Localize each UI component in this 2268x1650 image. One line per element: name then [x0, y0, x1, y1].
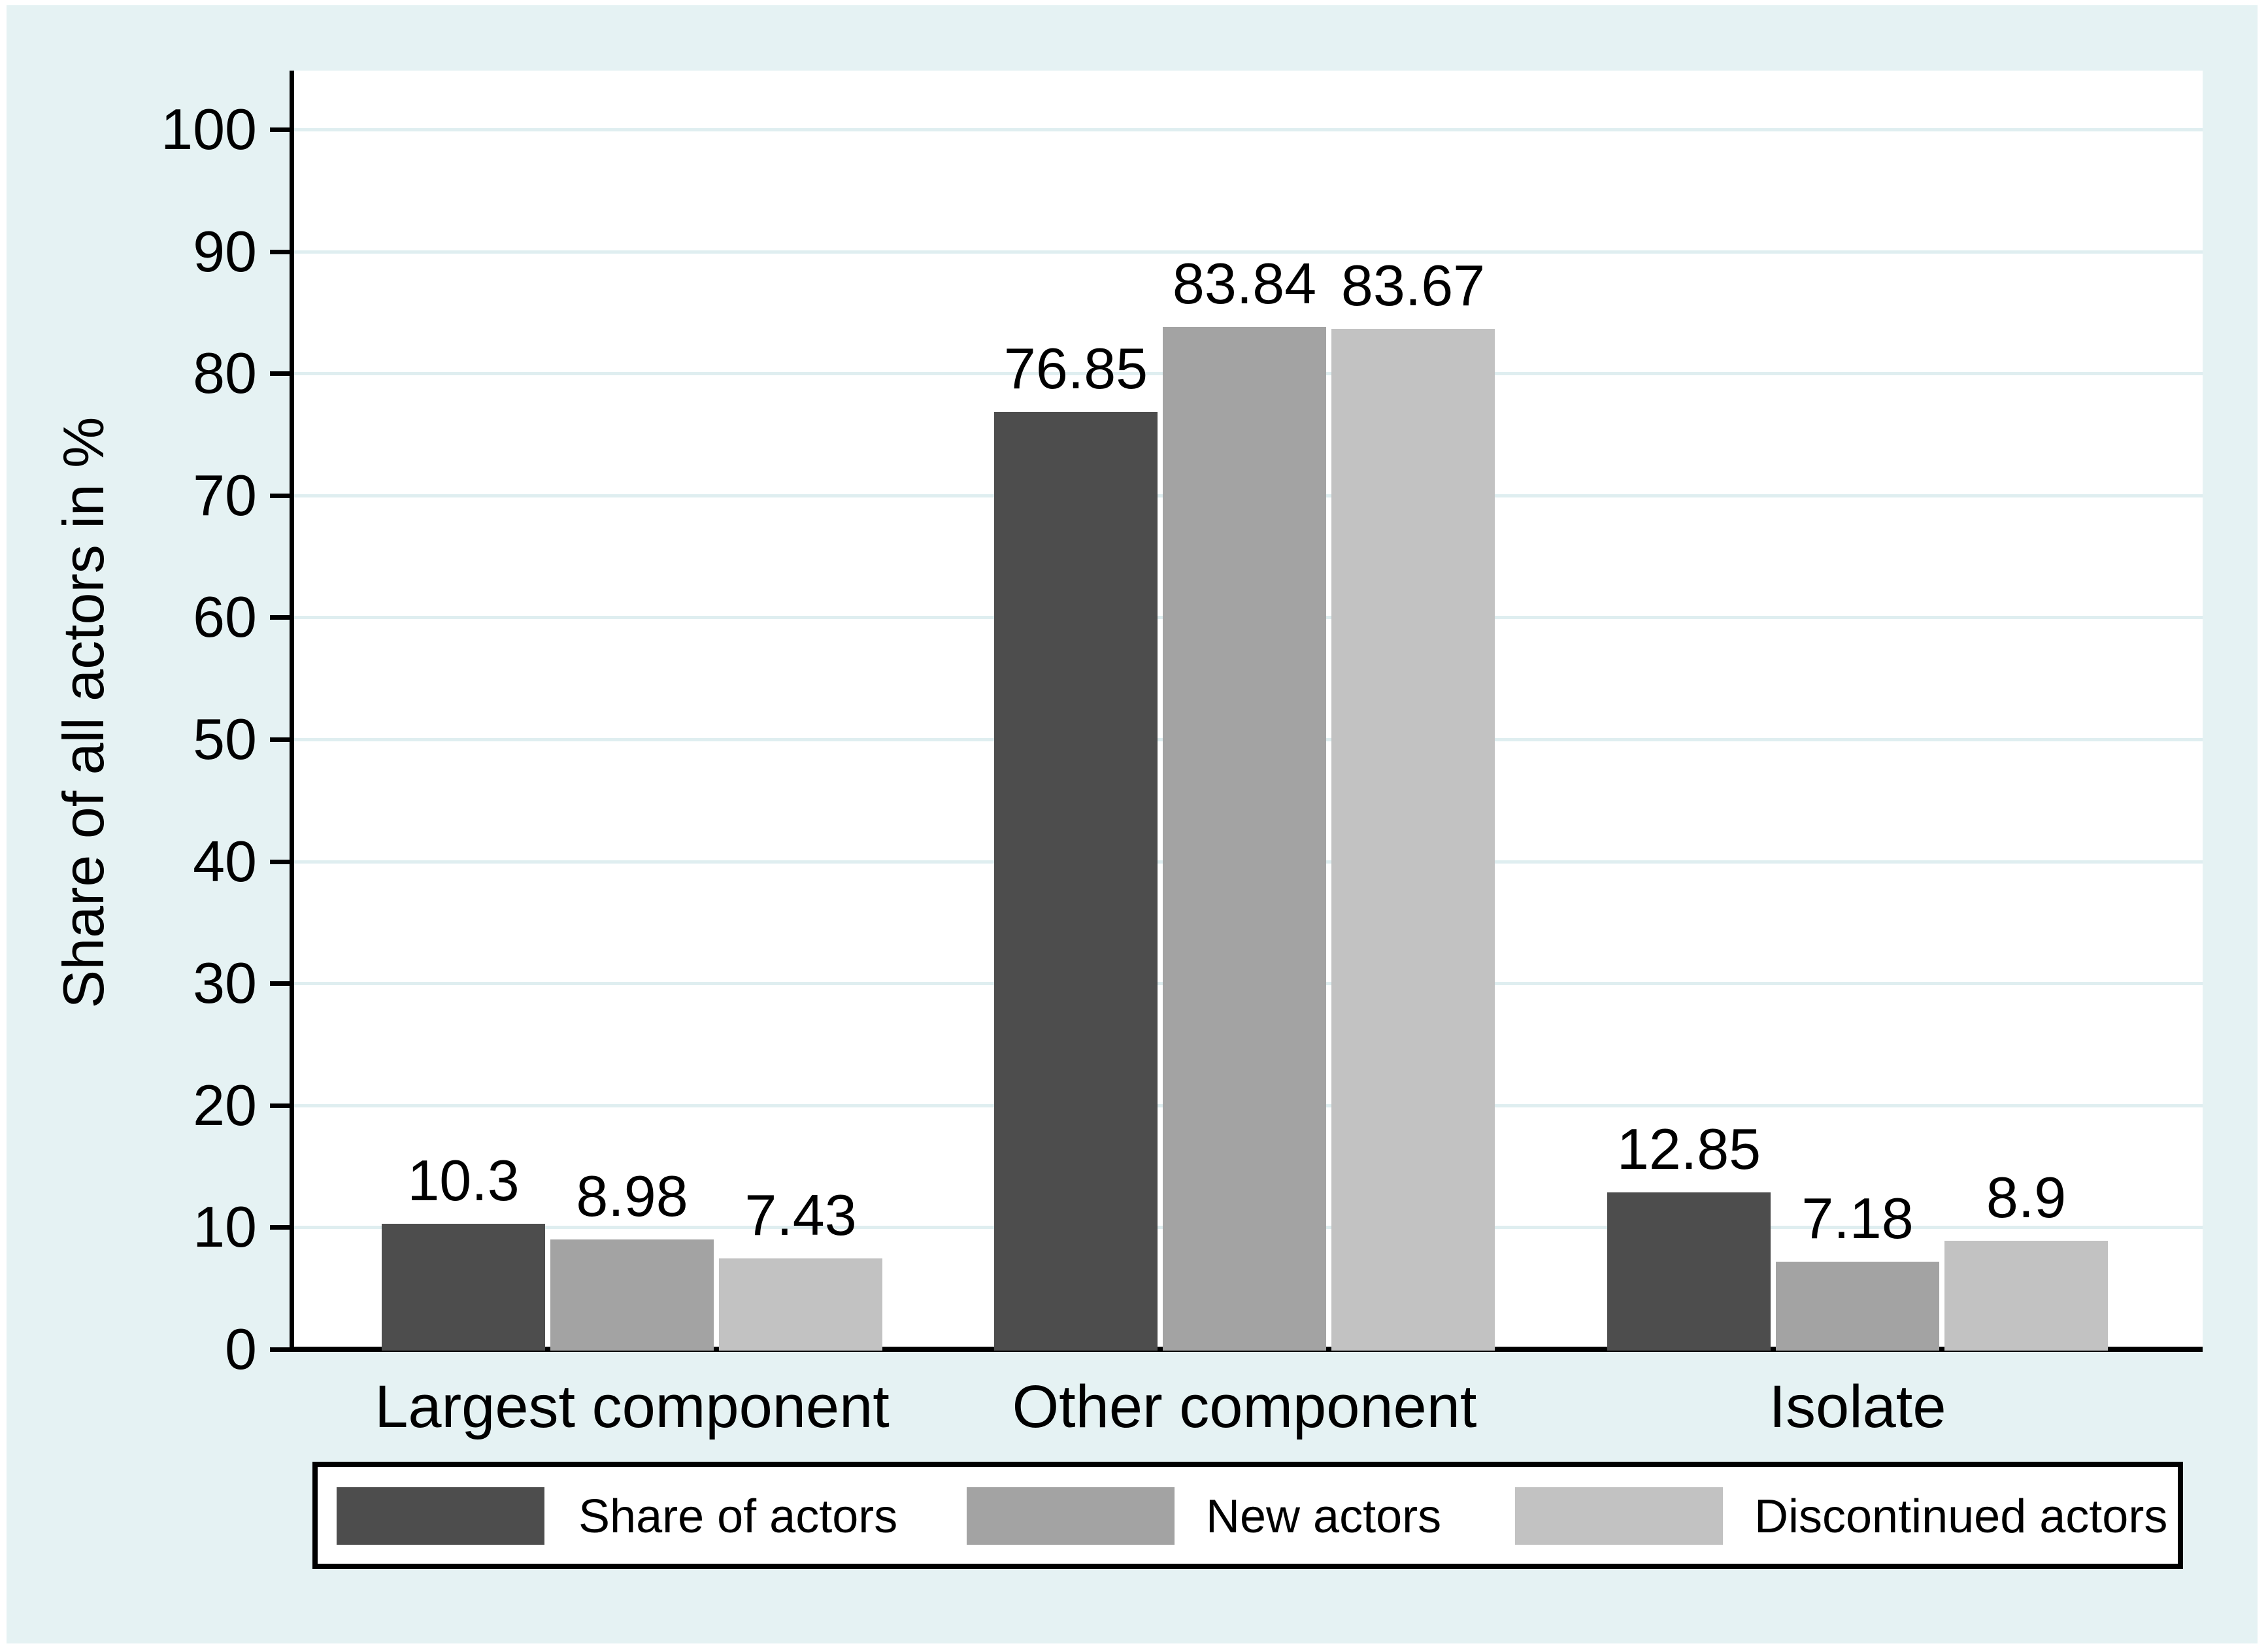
bar: [1944, 1240, 2108, 1351]
legend-label: Share of actors: [578, 1490, 898, 1543]
y-tick: [270, 981, 292, 986]
category-label: Other component: [1012, 1373, 1477, 1440]
gridline: [294, 128, 2203, 131]
bar: [382, 1223, 545, 1351]
y-tick: [270, 737, 292, 742]
bar: [994, 411, 1158, 1351]
y-tick-label: 30: [193, 951, 257, 1016]
y-axis-title: Share of all actors in %: [51, 416, 116, 1009]
y-axis-line: [290, 71, 294, 1352]
value-label: 83.84: [1172, 250, 1317, 316]
legend-swatch: [1515, 1487, 1723, 1545]
bar: [1776, 1262, 1939, 1351]
value-label: 10.3: [407, 1147, 520, 1213]
legend-box: [312, 1462, 2183, 1569]
y-tick-label: 60: [193, 584, 257, 650]
y-tick-label: 80: [193, 341, 257, 406]
y-tick-label: 40: [193, 828, 257, 894]
y-tick: [270, 1103, 292, 1108]
y-tick: [270, 615, 292, 620]
gridline: [294, 250, 2203, 254]
chart-background: 0 10 20 30 40 50 60 70 80 90 100 Share of all acto…: [7, 5, 2258, 1643]
y-tick: [270, 371, 292, 377]
legend-swatch: [967, 1487, 1175, 1545]
legend-swatch: [337, 1487, 544, 1545]
bar: [1163, 326, 1326, 1351]
value-label: 7.43: [744, 1183, 857, 1248]
bar: [550, 1239, 714, 1351]
legend-label: New actors: [1206, 1490, 1442, 1543]
y-tick-label: 10: [193, 1194, 257, 1260]
value-label: 76.85: [1003, 335, 1148, 401]
y-tick: [270, 493, 292, 498]
y-tick-label: 70: [193, 462, 257, 528]
y-tick-label: 100: [161, 97, 257, 161]
y-tick-label: 0: [225, 1317, 257, 1381]
value-label: 8.9: [1986, 1164, 2067, 1230]
category-label: Largest component: [375, 1373, 890, 1440]
value-label: 83.67: [1341, 252, 1486, 318]
value-label: 8.98: [576, 1164, 688, 1229]
value-label: 7.18: [1801, 1186, 1914, 1251]
legend-label: Discontinued actors: [1754, 1490, 2168, 1543]
y-tick: [270, 1347, 292, 1352]
y-tick: [270, 249, 292, 254]
y-tick-label: 20: [193, 1072, 257, 1137]
y-tick-label: 90: [193, 218, 257, 284]
bar: [1331, 328, 1495, 1351]
bar: [1607, 1192, 1771, 1351]
category-label: Isolate: [1769, 1373, 1946, 1440]
y-tick: [270, 127, 292, 132]
bar: [719, 1258, 882, 1351]
y-tick-label: 50: [193, 707, 257, 771]
y-tick: [270, 859, 292, 864]
value-label: 12.85: [1616, 1117, 1761, 1182]
y-tick: [270, 1225, 292, 1230]
